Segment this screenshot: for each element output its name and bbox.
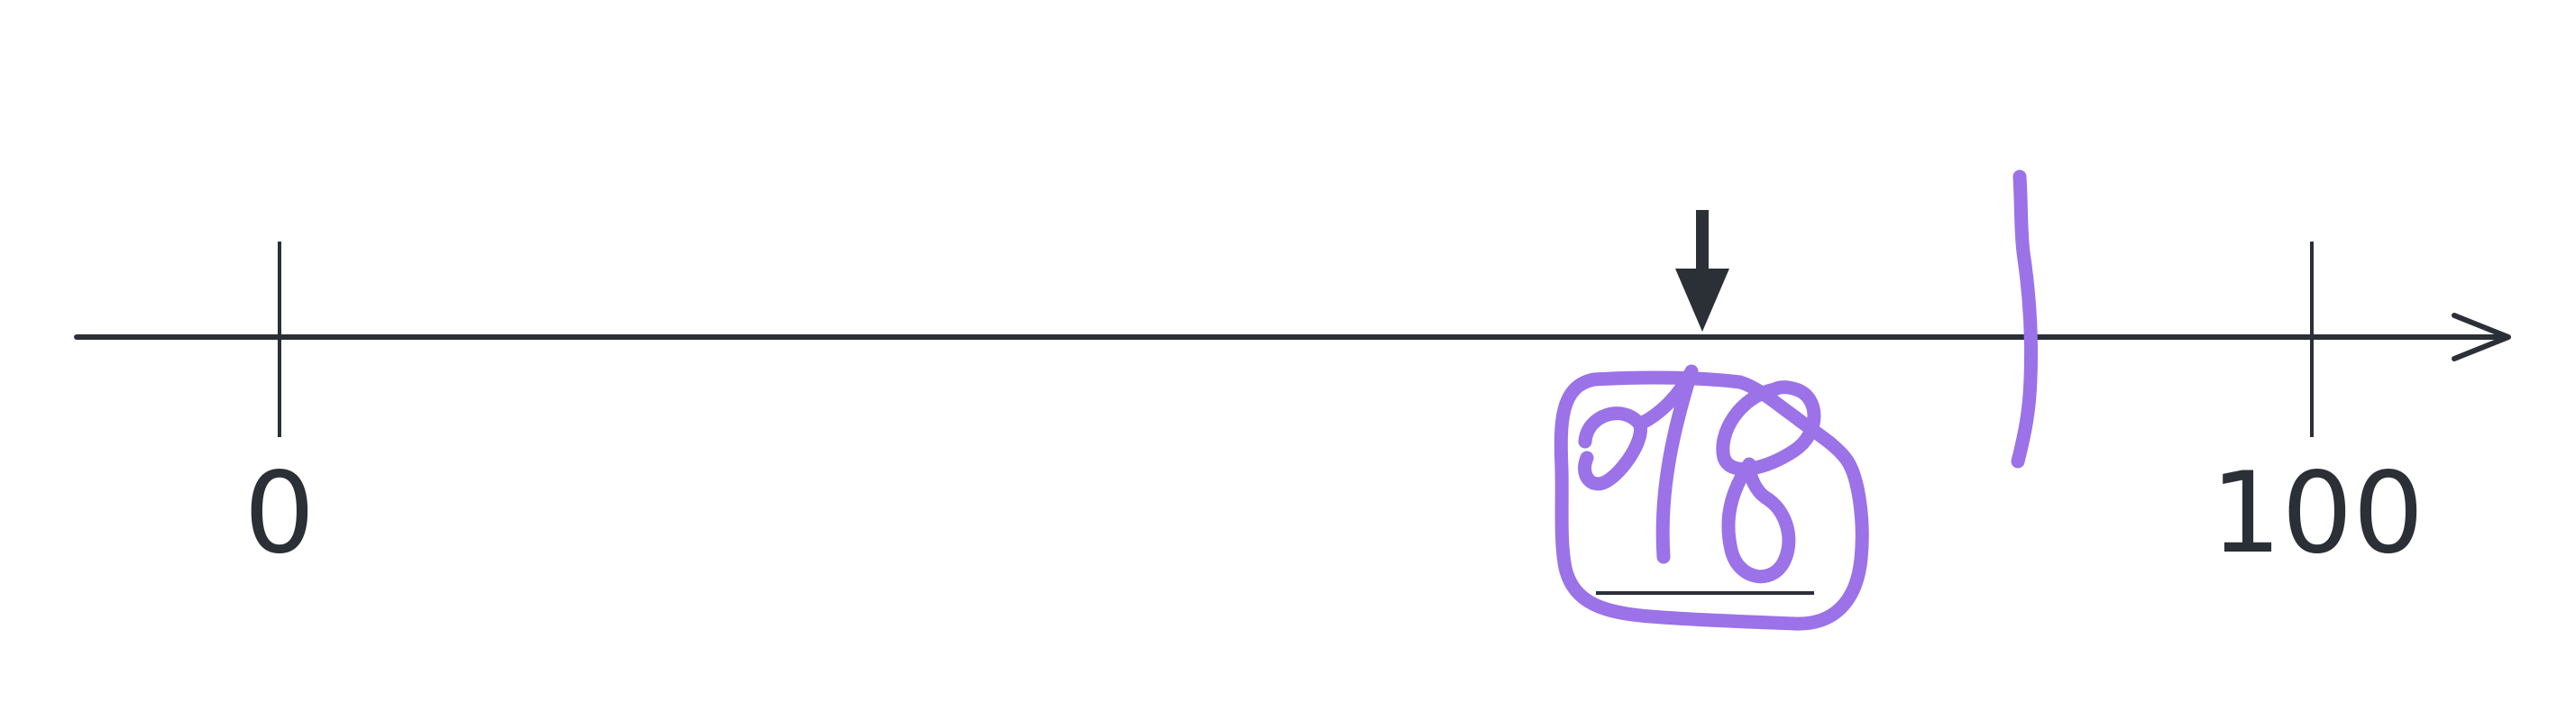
handwritten-annotations (1554, 169, 2039, 631)
handwritten-digit-eight (1716, 380, 1821, 584)
axis-arrowhead (2452, 313, 2511, 361)
tick-label-zero: 0 (244, 449, 316, 579)
value-arrow-icon (1675, 210, 1729, 332)
tick-label-hundred: 100 (2211, 449, 2425, 579)
handwritten-digit-seven (1578, 364, 1699, 564)
handwritten-tick-mark (2011, 169, 2039, 469)
